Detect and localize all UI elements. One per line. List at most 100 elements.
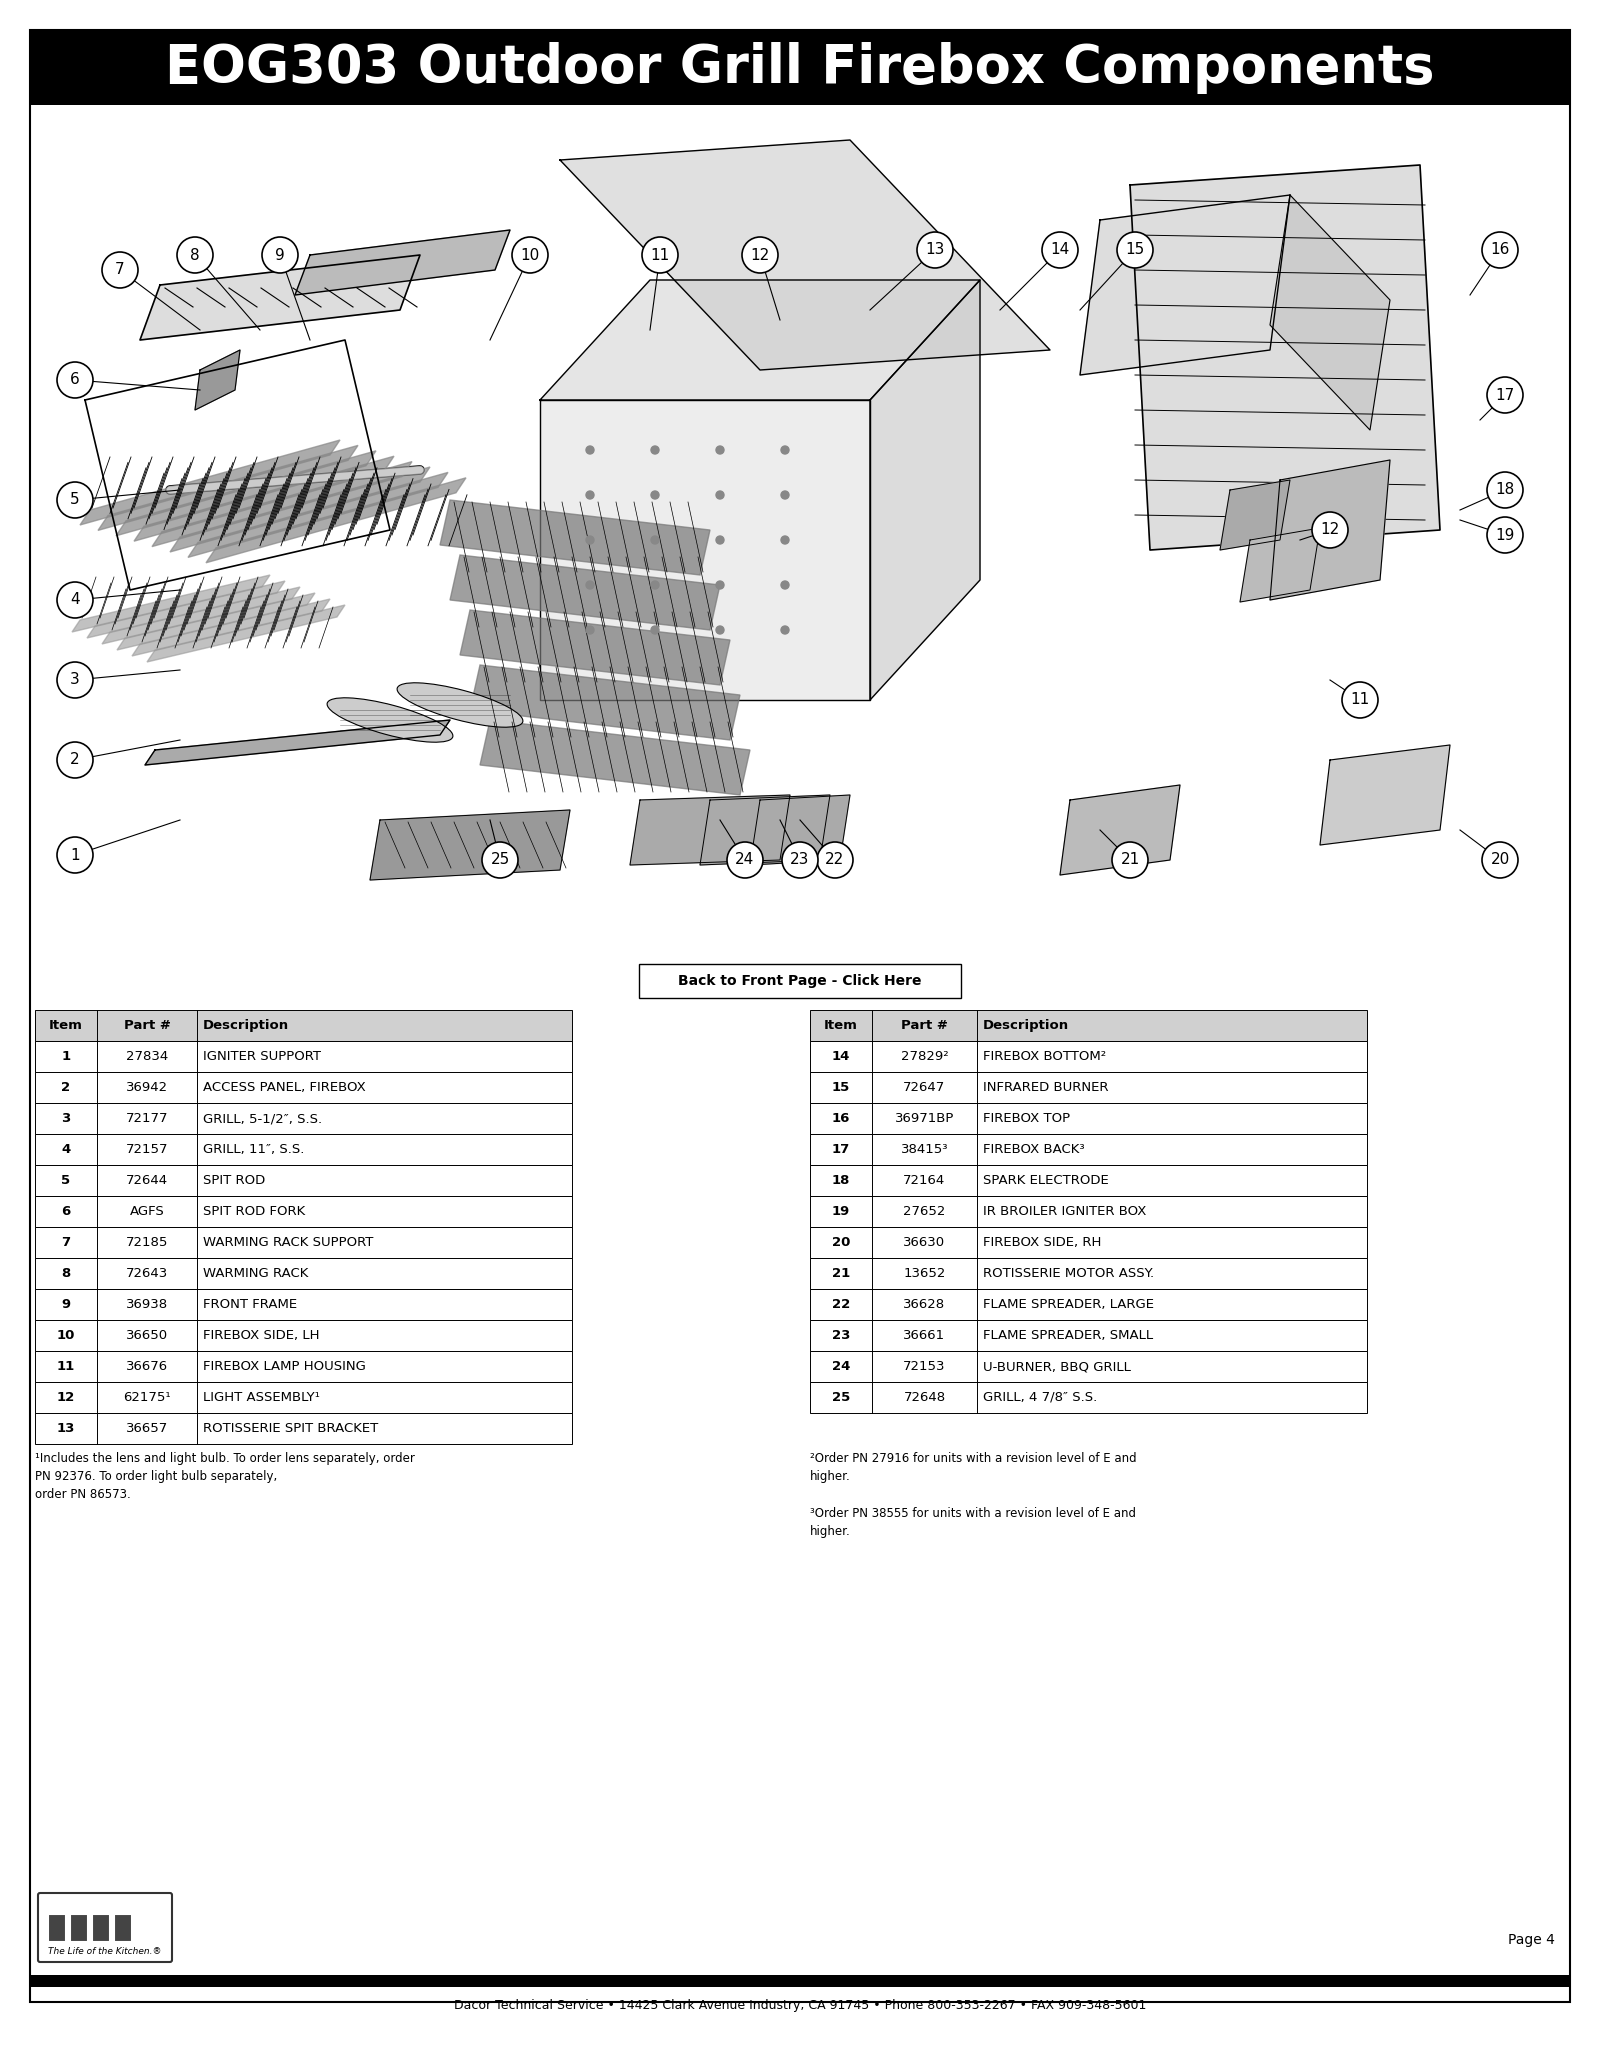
Polygon shape [480,720,750,795]
Text: ³Order PN 38555 for units with a revision level of E and
higher.: ³Order PN 38555 for units with a revisio… [810,1507,1136,1538]
Text: Item: Item [50,1018,83,1033]
Circle shape [1486,472,1523,507]
Circle shape [1117,232,1154,267]
Text: 5: 5 [70,493,80,507]
Text: Dacor Technical Service • 14425 Clark Avenue Industry, CA 91745 • Phone 800-353-: Dacor Technical Service • 14425 Clark Av… [454,1998,1146,2012]
Polygon shape [80,441,339,526]
Bar [93,1915,110,1942]
Polygon shape [1270,460,1390,600]
Polygon shape [750,795,850,865]
Text: IR BROILER IGNITER BOX: IR BROILER IGNITER BOX [982,1205,1146,1217]
Circle shape [726,842,763,878]
Text: 62175¹: 62175¹ [123,1391,171,1403]
Circle shape [482,842,518,878]
Circle shape [58,362,93,397]
Polygon shape [870,279,979,700]
Bar [35,1352,573,1383]
Text: Back to Front Page - Click Here: Back to Front Page - Click Here [678,975,922,987]
Polygon shape [195,350,240,410]
Text: 12: 12 [58,1391,75,1403]
Text: Page 4: Page 4 [1509,1933,1555,1948]
Text: 17: 17 [832,1143,850,1155]
Bar [810,1383,1366,1414]
Circle shape [818,842,853,878]
Bar [810,1290,1366,1321]
Bar [35,1321,573,1352]
Text: 7: 7 [115,263,125,277]
Bar [810,1010,1366,1041]
Circle shape [742,236,778,273]
Text: 4: 4 [70,592,80,607]
Text: 16: 16 [832,1112,850,1124]
Polygon shape [102,588,301,644]
Text: Part #: Part # [123,1018,171,1033]
Text: 72164: 72164 [904,1174,946,1186]
Text: 72157: 72157 [126,1143,168,1155]
Text: 72644: 72644 [126,1174,168,1186]
Text: 22: 22 [832,1298,850,1310]
Polygon shape [206,478,466,563]
Polygon shape [131,598,330,656]
Text: 4: 4 [61,1143,70,1155]
Text: FIREBOX BOTTOM²: FIREBOX BOTTOM² [982,1049,1106,1064]
Circle shape [58,662,93,698]
Circle shape [512,236,547,273]
Text: 13: 13 [58,1422,75,1435]
Text: 24: 24 [832,1360,850,1372]
Bar [810,1352,1366,1383]
Text: 27829²: 27829² [901,1049,949,1064]
Text: Description: Description [203,1018,290,1033]
Circle shape [717,491,723,499]
Text: 36630: 36630 [904,1236,946,1248]
Text: 72647: 72647 [904,1081,946,1095]
Text: 72648: 72648 [904,1391,946,1403]
Bar [114,1915,131,1942]
Text: Item: Item [824,1018,858,1033]
FancyBboxPatch shape [38,1892,173,1962]
Text: 6: 6 [61,1205,70,1217]
Circle shape [717,582,723,590]
Polygon shape [440,501,710,575]
Text: FLAME SPREADER, LARGE: FLAME SPREADER, LARGE [982,1298,1154,1310]
Bar [810,1196,1366,1228]
Text: LIGHT ASSEMBLY¹: LIGHT ASSEMBLY¹ [203,1391,320,1403]
Bar [810,1103,1366,1134]
Circle shape [1042,232,1078,267]
Text: 36650: 36650 [126,1329,168,1341]
Text: 19: 19 [1496,528,1515,542]
Circle shape [586,445,594,453]
Polygon shape [1059,785,1181,876]
Text: GRILL, 11″, S.S.: GRILL, 11″, S.S. [203,1143,304,1155]
Bar [810,1228,1366,1259]
Ellipse shape [326,698,453,743]
Polygon shape [134,455,394,540]
Circle shape [651,491,659,499]
Text: SPARK ELECTRODE: SPARK ELECTRODE [982,1174,1109,1186]
Bar [35,1072,573,1103]
Text: GRILL, 5-1/2″, S.S.: GRILL, 5-1/2″, S.S. [203,1112,322,1124]
Text: 15: 15 [1125,242,1144,257]
Text: 72185: 72185 [126,1236,168,1248]
Bar [70,1915,88,1942]
Circle shape [917,232,954,267]
Polygon shape [98,445,358,530]
Polygon shape [541,279,979,400]
Circle shape [717,445,723,453]
Circle shape [586,625,594,633]
Text: 13: 13 [925,242,944,257]
Circle shape [1112,842,1149,878]
Text: 15: 15 [832,1081,850,1095]
Circle shape [781,625,789,633]
Circle shape [781,445,789,453]
Text: 72643: 72643 [126,1267,168,1279]
Text: WARMING RACK SUPPORT: WARMING RACK SUPPORT [203,1236,373,1248]
Polygon shape [461,611,730,685]
Circle shape [58,741,93,778]
Text: 22: 22 [826,853,845,867]
Bar [35,1010,573,1041]
Circle shape [58,836,93,874]
Circle shape [651,445,659,453]
Circle shape [651,625,659,633]
Text: 27652: 27652 [904,1205,946,1217]
Text: 12: 12 [1320,522,1339,538]
